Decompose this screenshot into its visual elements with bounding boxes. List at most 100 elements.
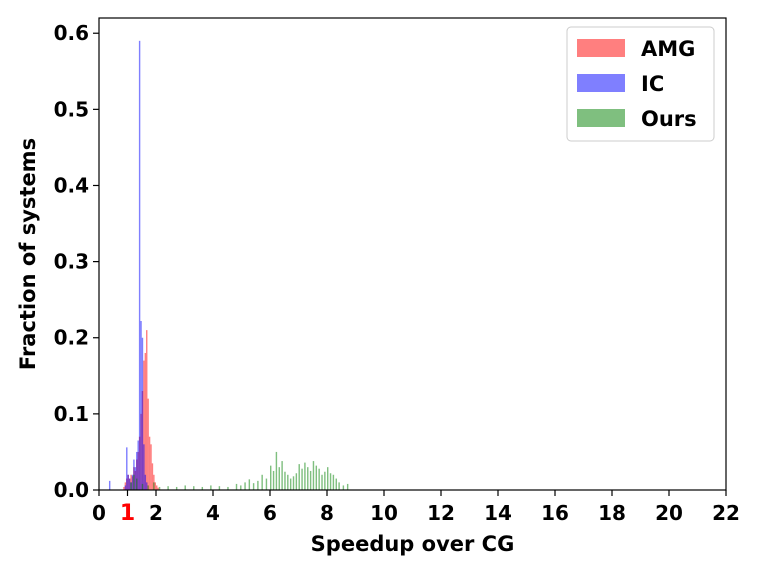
bar-ic-15 (144, 474, 147, 490)
x-tick-label: 8 (320, 501, 334, 525)
bar-ours-44 (329, 473, 332, 490)
bar-ic-3 (127, 474, 129, 490)
legend-swatch-ic (577, 74, 625, 92)
bar-amg-22 (154, 482, 156, 490)
x-tick-label: 18 (598, 501, 626, 525)
bar-ours-41 (321, 474, 323, 490)
y-tick-label: 0.6 (54, 21, 89, 45)
series-ours (130, 451, 349, 490)
bar-ours-30 (289, 478, 292, 490)
x-tick-label: 0 (92, 501, 106, 525)
legend-label-ours: Ours (641, 107, 697, 131)
bar-ours-9 (184, 485, 186, 490)
bar-ours-45 (332, 474, 335, 490)
bar-ours-18 (248, 479, 251, 490)
x-tick-label: 12 (427, 501, 455, 525)
bar-ours-25 (275, 451, 278, 490)
bar-ic-8 (134, 467, 137, 490)
x-tick-label: 4 (206, 501, 220, 525)
x-tick-label: 1 (120, 501, 135, 526)
y-tick-label: 0.5 (54, 97, 89, 121)
bar-ic-11 (138, 40, 141, 490)
bar-ic-10 (137, 440, 139, 490)
bars-layer (108, 40, 349, 490)
bar-ic-6 (131, 474, 134, 490)
bar-ours-0 (130, 482, 132, 490)
bar-amg-17 (147, 398, 149, 490)
bar-amg-19 (150, 444, 152, 490)
bar-ic-9 (136, 451, 138, 490)
bar-ic-4 (128, 478, 131, 490)
bar-ours-11 (201, 486, 204, 490)
bar-ours-7 (167, 486, 169, 490)
series-ic (108, 40, 148, 490)
bar-amg-20 (151, 463, 154, 490)
x-axis: 0 1 2 4 6 8 10 12 14 16 18 20 22 (92, 490, 740, 526)
bar-amg-18 (148, 436, 151, 490)
bar-amg-24 (157, 487, 159, 490)
bar-ours-33 (298, 464, 300, 490)
bar-ours-26 (278, 467, 280, 490)
legend-swatch-amg (577, 39, 625, 57)
x-axis-title: Speedup over CG (311, 532, 515, 556)
bar-ours-34 (301, 468, 303, 490)
bar-amg-15 (144, 352, 147, 490)
legend: AMG IC Ours (566, 26, 715, 142)
y-tick-label: 0.3 (54, 250, 89, 274)
plot-frame (98, 17, 727, 491)
bar-amg-14 (143, 360, 145, 490)
bar-ic-0 (108, 480, 111, 490)
x-tick-label: 10 (370, 501, 398, 525)
legend-label-ic: IC (641, 72, 664, 96)
x-tick-label: 20 (655, 501, 683, 525)
x-tick-label: 6 (263, 501, 277, 525)
bar-ours-29 (287, 474, 289, 490)
bar-ours-17 (244, 482, 246, 490)
bar-ours-48 (342, 485, 345, 490)
y-tick-label: 0.2 (54, 326, 89, 350)
bar-ours-31 (292, 476, 295, 490)
y-axis-title: Fraction of systems (16, 138, 40, 370)
bar-ours-35 (304, 462, 306, 490)
x-tick-label: 22 (712, 501, 740, 525)
bar-ic-12 (140, 320, 142, 490)
bar-ours-38 (312, 461, 315, 490)
bar-ours-27 (281, 461, 283, 490)
bar-ours-42 (324, 471, 326, 490)
bar-ours-15 (235, 483, 238, 490)
bar-ours-3 (141, 483, 144, 490)
bar-ours-28 (284, 471, 286, 490)
bar-ours-23 (270, 465, 272, 490)
bar-ours-24 (272, 470, 275, 490)
bar-ours-19 (252, 483, 255, 490)
bar-ours-5 (153, 482, 155, 490)
bar-ic-1 (124, 485, 127, 490)
bar-ours-16 (240, 485, 242, 490)
bar-ours-37 (309, 470, 312, 490)
bar-ours-6 (158, 486, 161, 490)
bar-ours-47 (338, 482, 340, 490)
bar-ours-12 (210, 485, 212, 490)
y-tick-label: 0.0 (54, 478, 89, 502)
bar-ours-4 (147, 485, 149, 490)
bar-ours-40 (318, 468, 320, 490)
bar-ours-14 (227, 486, 229, 490)
bar-ours-22 (265, 478, 268, 490)
x-tick-label: 2 (149, 501, 163, 525)
bar-amg-23 (156, 485, 158, 490)
bar-ours-13 (218, 486, 221, 490)
bar-ic-14 (143, 444, 145, 490)
x-tick-label: 14 (484, 501, 512, 525)
legend-label-amg: AMG (641, 37, 695, 61)
bar-ours-10 (193, 486, 195, 490)
bar-ours-8 (175, 486, 178, 490)
y-tick-label: 0.1 (54, 402, 89, 426)
y-tick-label: 0.4 (54, 173, 89, 197)
bar-ours-43 (327, 467, 329, 490)
x-tick-label: 16 (541, 501, 569, 525)
bar-amg-0 (123, 486, 125, 490)
bar-ours-36 (307, 467, 309, 490)
bar-ours-49 (346, 483, 349, 490)
bar-ours-1 (133, 474, 135, 490)
